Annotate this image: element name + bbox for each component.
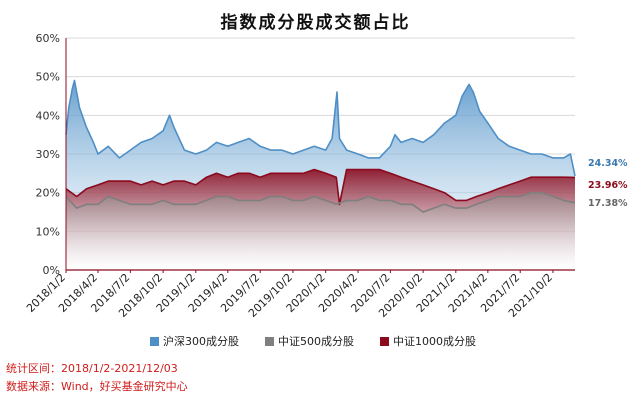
series-line-zz1000: [65, 168, 576, 206]
legend-label-zz1000: 中证1000成分股: [393, 335, 476, 348]
y-tick-label: 0%: [43, 264, 60, 277]
series-line-hs300: [65, 79, 576, 177]
y-tick-label: 20%: [36, 187, 60, 200]
legend-item-zz500[interactable]: 中证500成分股: [265, 333, 354, 349]
legend-label-hs300: 沪深300成分股: [163, 335, 239, 348]
end-label-hs300: 24.34%: [588, 158, 628, 169]
legend-item-hs300[interactable]: 沪深300成分股: [150, 333, 239, 349]
series-line-zz500: [65, 191, 576, 213]
legend-swatch-zz500: [265, 336, 274, 346]
footnote-source: 数据来源：Wind，好买基金研究中心: [6, 380, 188, 393]
line-layer: [65, 79, 576, 213]
end-label-zz500: 17.38%: [588, 198, 628, 209]
series-area-zz500: [66, 192, 575, 270]
legend-item-zz1000[interactable]: 中证1000成分股: [380, 333, 476, 349]
chart-title: 指数成分股成交额占比: [220, 13, 411, 33]
y-tick-label: 50%: [36, 71, 60, 84]
legend-swatch-hs300: [150, 336, 159, 346]
chart-legend: 沪深300成分股 中证500成分股 中证1000成分股: [150, 333, 476, 349]
y-tick-label: 30%: [36, 148, 60, 161]
footnote-period: 统计区间：2018/1/2-2021/12/03: [6, 362, 178, 375]
legend-label-zz500: 中证500成分股: [278, 335, 354, 348]
y-tick-label: 10%: [36, 225, 60, 238]
y-tick-label: 40%: [36, 109, 60, 122]
end-label-zz1000: 23.96%: [588, 180, 628, 191]
y-tick-label: 60%: [36, 32, 60, 45]
legend-swatch-zz1000: [380, 336, 389, 346]
area-layer: [66, 80, 575, 270]
